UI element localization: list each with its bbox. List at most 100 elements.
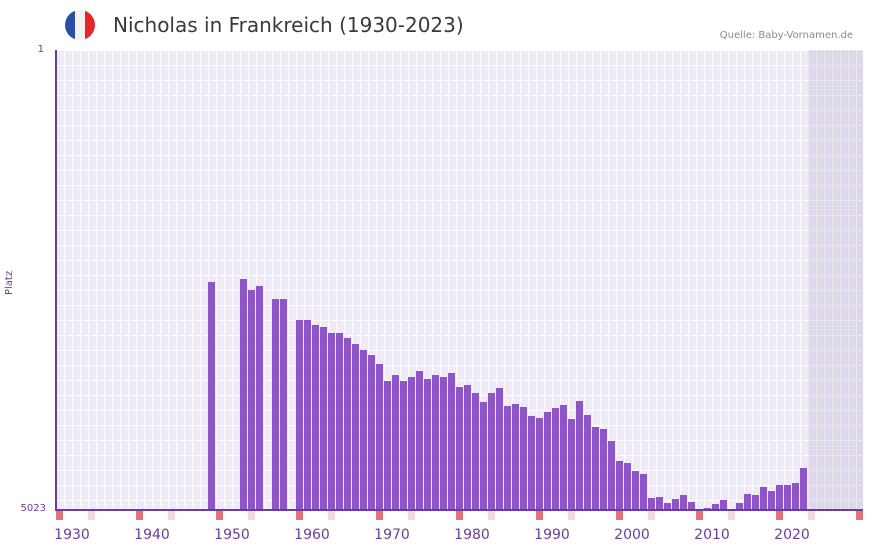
bar-1996[interactable]	[584, 415, 591, 510]
bar-1990[interactable]	[536, 418, 543, 510]
bar-1976[interactable]	[424, 379, 431, 510]
source-label: Quelle: Baby-Vornamen.de	[719, 30, 853, 41]
bar-1961[interactable]	[304, 320, 311, 510]
x-tick-label: 1960	[294, 527, 330, 543]
bar-2000[interactable]	[616, 461, 623, 510]
bar-1995[interactable]	[576, 401, 583, 510]
bar-2017[interactable]	[752, 495, 759, 510]
bar-1955[interactable]	[256, 286, 263, 510]
bar-2003[interactable]	[640, 474, 647, 510]
mid-decade-marker	[488, 511, 495, 520]
bar-1981[interactable]	[464, 385, 471, 510]
mid-decade-marker	[408, 511, 415, 520]
bar-2004[interactable]	[648, 498, 655, 510]
bar-2002[interactable]	[632, 471, 639, 510]
y-axis-title: Platz	[4, 270, 15, 295]
bar-2022[interactable]	[792, 483, 799, 510]
bar-1982[interactable]	[472, 393, 479, 510]
bar-1962[interactable]	[312, 325, 319, 510]
bar-1999[interactable]	[608, 441, 615, 510]
x-tick-label: 1990	[534, 527, 570, 543]
y-tick-top: 1	[37, 44, 44, 55]
mid-decade-marker	[728, 511, 735, 520]
decade-marker	[376, 511, 383, 520]
bar-1979[interactable]	[448, 373, 455, 510]
mid-decade-marker	[568, 511, 575, 520]
bar-1957[interactable]	[272, 299, 279, 510]
bar-1977[interactable]	[432, 375, 439, 510]
flag-stripe-white	[75, 10, 85, 40]
x-tick-label: 1930	[54, 527, 90, 543]
decade-marker	[296, 511, 303, 520]
bar-2007[interactable]	[672, 499, 679, 510]
bar-2023[interactable]	[800, 468, 807, 510]
bar-2008[interactable]	[680, 495, 687, 510]
chart-title: Nicholas in Frankreich (1930-2023)	[113, 13, 464, 37]
bar-1974[interactable]	[408, 377, 415, 510]
bar-2018[interactable]	[760, 487, 767, 510]
decade-marker	[216, 511, 223, 520]
decade-marker	[536, 511, 543, 520]
bar-1969[interactable]	[368, 355, 375, 510]
x-tick-label: 1940	[134, 527, 170, 543]
bar-1984[interactable]	[488, 393, 495, 510]
bar-1994[interactable]	[568, 419, 575, 510]
bar-1967[interactable]	[352, 344, 359, 510]
bar-1983[interactable]	[480, 402, 487, 510]
bar-1991[interactable]	[544, 412, 551, 510]
y-tick-bottom: 5023	[20, 503, 46, 514]
bar-1975[interactable]	[416, 371, 423, 510]
decade-marker	[776, 511, 783, 520]
bar-2005[interactable]	[656, 497, 663, 510]
x-tick-label: 2010	[694, 527, 730, 543]
bar-1989[interactable]	[528, 416, 535, 510]
x-tick-label: 2020	[774, 527, 810, 543]
bar-1971[interactable]	[384, 381, 391, 510]
bar-2015[interactable]	[736, 503, 743, 510]
x-tick-label: 2000	[614, 527, 650, 543]
decade-marker	[56, 511, 63, 520]
bar-2009[interactable]	[688, 502, 695, 510]
bar-1963[interactable]	[320, 327, 327, 510]
x-axis-line	[55, 509, 863, 511]
bar-1973[interactable]	[400, 381, 407, 510]
bar-1988[interactable]	[520, 407, 527, 510]
bar-1960[interactable]	[296, 320, 303, 510]
y-axis-line	[55, 50, 57, 511]
bar-1966[interactable]	[344, 338, 351, 510]
bar-1978[interactable]	[440, 377, 447, 510]
mid-decade-marker	[168, 511, 175, 520]
bar-1970[interactable]	[376, 364, 383, 510]
bar-2006[interactable]	[664, 503, 671, 510]
flag-stripe-blue	[65, 10, 75, 40]
flag-stripe-red	[85, 10, 95, 40]
bar-1992[interactable]	[552, 408, 559, 510]
bar-2013[interactable]	[720, 500, 727, 510]
bar-1958[interactable]	[280, 299, 287, 510]
future-region	[808, 50, 863, 510]
bar-1985[interactable]	[496, 388, 503, 510]
bar-2012[interactable]	[712, 504, 719, 510]
bar-2001[interactable]	[624, 463, 631, 510]
mid-decade-marker	[88, 511, 95, 520]
bar-1965[interactable]	[336, 333, 343, 510]
bar-1980[interactable]	[456, 387, 463, 510]
bar-1987[interactable]	[512, 404, 519, 510]
bar-1954[interactable]	[248, 290, 255, 510]
bar-2021[interactable]	[784, 485, 791, 510]
bar-1998[interactable]	[600, 429, 607, 510]
decade-marker	[136, 511, 143, 520]
plot-area	[56, 50, 863, 510]
bar-2016[interactable]	[744, 494, 751, 510]
bar-1986[interactable]	[504, 406, 511, 510]
bar-2019[interactable]	[768, 491, 775, 510]
bar-1972[interactable]	[392, 375, 399, 510]
bar-1949[interactable]	[208, 282, 215, 510]
decade-marker	[616, 511, 623, 520]
bar-1964[interactable]	[328, 333, 335, 510]
bar-1953[interactable]	[240, 279, 247, 510]
bar-1993[interactable]	[560, 405, 567, 510]
bar-1968[interactable]	[360, 350, 367, 510]
bar-2020[interactable]	[776, 485, 783, 510]
bar-1997[interactable]	[592, 427, 599, 510]
